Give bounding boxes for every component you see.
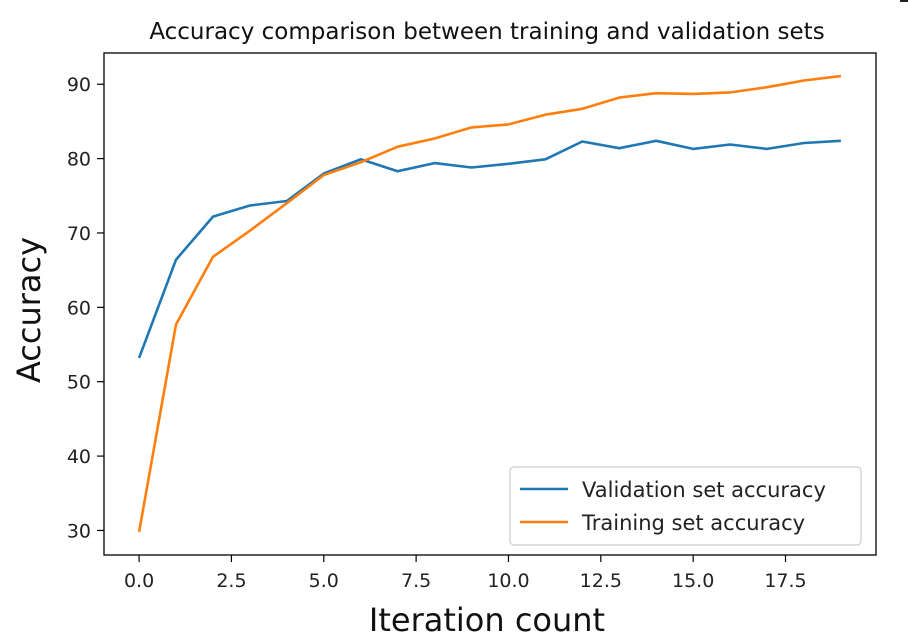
x-tick-label: 12.5: [580, 570, 622, 592]
legend-box: [509, 466, 862, 546]
y-tick-label: 60: [67, 297, 91, 319]
corner-mark: [900, 0, 908, 2]
series-line-validation: [137, 139, 841, 359]
x-tick-label: 15.0: [672, 570, 714, 592]
x-axis: 0.0 2.5 5.0 7.5 10.0 12.5 15.0 17.5: [124, 555, 807, 592]
y-axis-title: Accuracy: [10, 237, 48, 383]
plot-frame: [103, 52, 877, 556]
x-tick-label: 5.0: [309, 570, 339, 592]
x-axis-title: Iteration count: [369, 601, 605, 639]
x-tick-label: 17.5: [764, 570, 806, 592]
y-tick-label: 90: [67, 74, 91, 96]
legend-label: Validation set accuracy: [582, 478, 826, 502]
y-tick-label: 80: [67, 149, 91, 171]
chart-title: Accuracy comparison between training and…: [149, 19, 824, 45]
plot-area: [103, 52, 877, 556]
x-tick-label: 10.0: [487, 570, 529, 592]
legend: Validation set accuracy Training set accu…: [509, 466, 862, 546]
series-line-training: [137, 74, 842, 533]
y-tick-label: 40: [67, 446, 91, 468]
y-tick-label: 50: [67, 372, 91, 394]
x-tick-label: 0.0: [124, 570, 154, 592]
x-tick-label: 7.5: [401, 570, 431, 592]
series-group: [137, 74, 842, 533]
y-axis: 30 40 50 60 70 80 90: [67, 74, 104, 542]
y-tick-label: 70: [67, 223, 91, 245]
x-tick-label: 2.5: [216, 570, 246, 592]
legend-label: Training set accuracy: [581, 511, 805, 535]
y-tick-label: 30: [67, 520, 91, 542]
